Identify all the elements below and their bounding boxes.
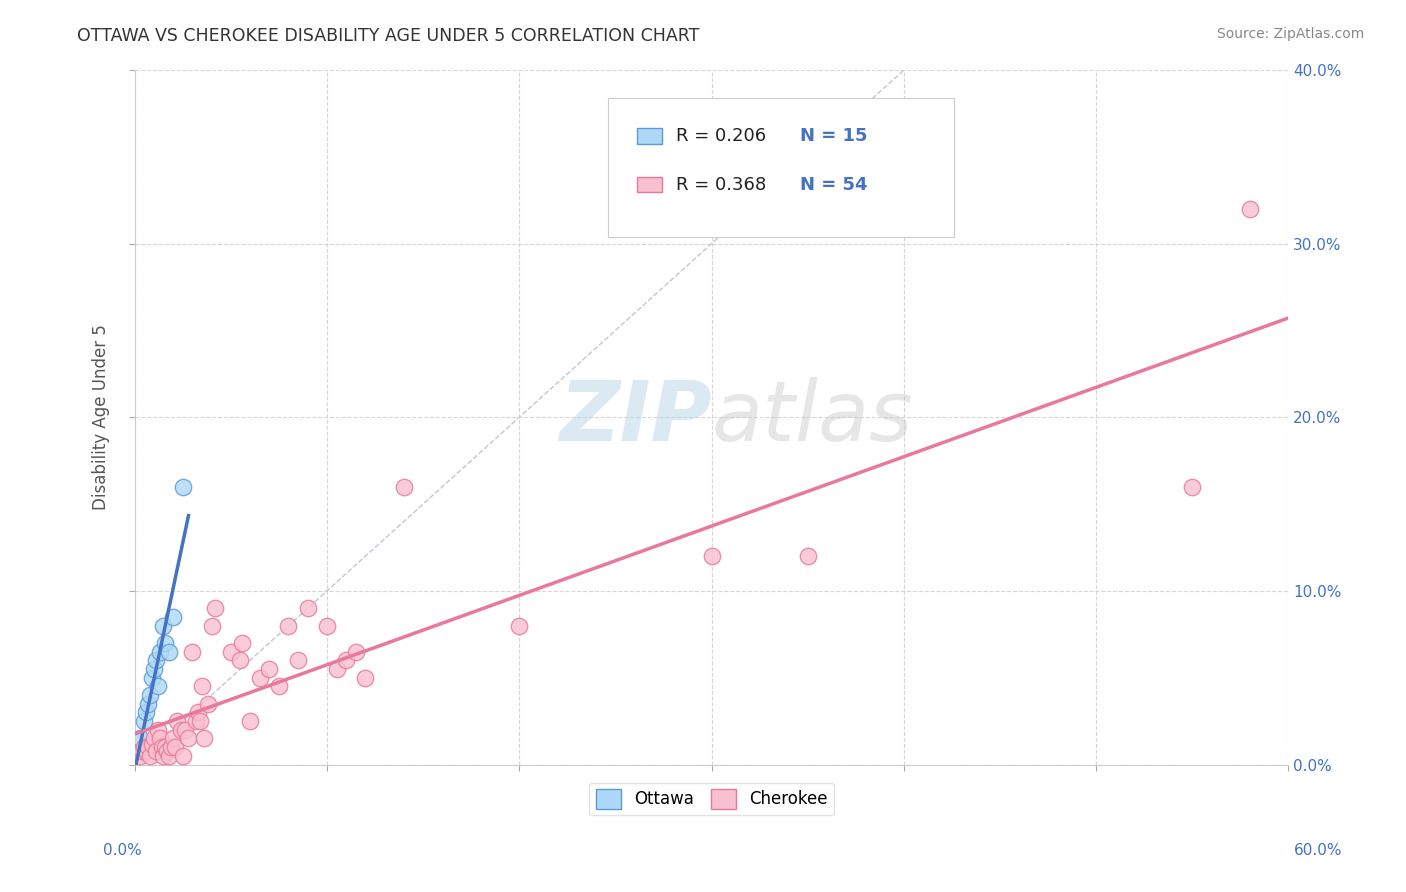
Text: 60.0%: 60.0% bbox=[1295, 843, 1343, 858]
Point bbox=[796, 549, 818, 564]
Text: R = 0.206: R = 0.206 bbox=[676, 127, 766, 145]
Point bbox=[325, 662, 347, 676]
Point bbox=[141, 737, 163, 751]
Point bbox=[139, 688, 162, 702]
Point bbox=[155, 636, 177, 650]
Point bbox=[162, 731, 184, 746]
Point bbox=[177, 731, 200, 746]
Point bbox=[152, 618, 174, 632]
Point bbox=[191, 679, 214, 693]
Point bbox=[257, 662, 280, 676]
Point bbox=[145, 653, 167, 667]
Point bbox=[170, 723, 193, 737]
Point bbox=[145, 744, 167, 758]
Point bbox=[129, 748, 152, 763]
Point bbox=[392, 480, 415, 494]
Point bbox=[134, 714, 156, 728]
Point bbox=[354, 671, 377, 685]
Point bbox=[219, 645, 242, 659]
Point bbox=[129, 731, 152, 746]
Point bbox=[131, 744, 153, 758]
Point bbox=[166, 714, 188, 728]
Point bbox=[187, 706, 209, 720]
Text: atlas: atlas bbox=[711, 376, 912, 458]
Point bbox=[155, 740, 177, 755]
Point bbox=[344, 645, 367, 659]
Point bbox=[193, 731, 215, 746]
Point bbox=[297, 601, 319, 615]
Point bbox=[231, 636, 253, 650]
Point bbox=[146, 723, 169, 737]
Text: OTTAWA VS CHEROKEE DISABILITY AGE UNDER 5 CORRELATION CHART: OTTAWA VS CHEROKEE DISABILITY AGE UNDER … bbox=[77, 27, 700, 45]
Y-axis label: Disability Age Under 5: Disability Age Under 5 bbox=[93, 325, 110, 510]
Point bbox=[135, 744, 157, 758]
Point bbox=[267, 679, 290, 693]
Point bbox=[160, 740, 183, 755]
Point bbox=[139, 748, 162, 763]
FancyBboxPatch shape bbox=[607, 98, 953, 236]
Point bbox=[200, 618, 222, 632]
Point bbox=[163, 740, 186, 755]
Point bbox=[172, 480, 194, 494]
Point bbox=[173, 723, 195, 737]
Point bbox=[700, 549, 723, 564]
Point bbox=[136, 740, 159, 755]
Point bbox=[157, 645, 180, 659]
Point bbox=[188, 714, 211, 728]
Point bbox=[239, 714, 262, 728]
Point bbox=[157, 748, 180, 763]
Point bbox=[134, 740, 156, 755]
Bar bbox=[637, 177, 662, 193]
Text: R = 0.368: R = 0.368 bbox=[676, 176, 766, 194]
Point bbox=[181, 645, 204, 659]
Text: N = 15: N = 15 bbox=[800, 127, 868, 145]
Point bbox=[156, 744, 179, 758]
Point bbox=[162, 610, 184, 624]
Point bbox=[150, 740, 173, 755]
Point bbox=[149, 731, 172, 746]
Text: N = 54: N = 54 bbox=[800, 176, 868, 194]
Point bbox=[287, 653, 309, 667]
Point bbox=[229, 653, 252, 667]
Point bbox=[142, 731, 165, 746]
Point bbox=[142, 662, 165, 676]
Point bbox=[141, 671, 163, 685]
Point bbox=[149, 645, 172, 659]
Point bbox=[316, 618, 339, 632]
Point bbox=[172, 748, 194, 763]
Point bbox=[152, 748, 174, 763]
Point bbox=[249, 671, 271, 685]
Point bbox=[1239, 202, 1261, 216]
Point bbox=[186, 714, 208, 728]
Point bbox=[197, 697, 219, 711]
Text: ZIP: ZIP bbox=[560, 376, 711, 458]
Text: 0.0%: 0.0% bbox=[103, 843, 142, 858]
Point bbox=[135, 706, 157, 720]
Point bbox=[277, 618, 299, 632]
Legend: Ottawa, Cherokee: Ottawa, Cherokee bbox=[589, 782, 834, 815]
Point bbox=[204, 601, 226, 615]
Bar bbox=[637, 128, 662, 144]
Point bbox=[508, 618, 530, 632]
Point bbox=[335, 653, 357, 667]
Text: Source: ZipAtlas.com: Source: ZipAtlas.com bbox=[1216, 27, 1364, 41]
Point bbox=[146, 679, 169, 693]
Point bbox=[1181, 480, 1204, 494]
Point bbox=[136, 697, 159, 711]
